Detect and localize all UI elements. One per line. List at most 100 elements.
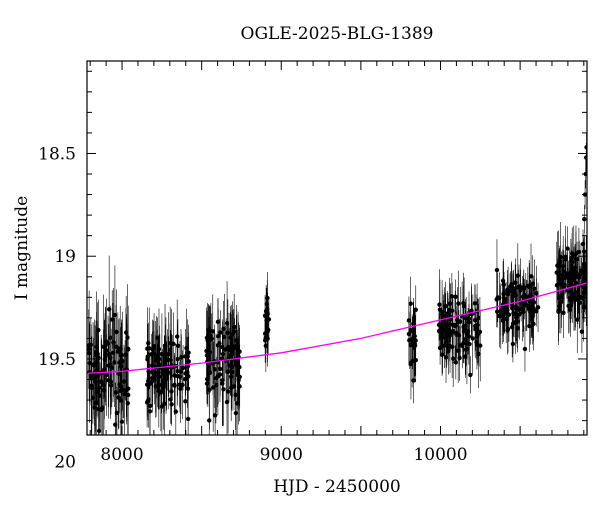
data-point	[581, 249, 587, 254]
data-point	[205, 376, 210, 382]
data-point	[225, 369, 231, 375]
data-point	[573, 257, 579, 262]
data-point	[184, 354, 189, 359]
plot-frame	[86, 60, 588, 436]
data-point	[474, 326, 480, 331]
data-point	[440, 329, 445, 335]
data-point	[510, 294, 516, 299]
data-point	[439, 352, 445, 357]
data-point	[512, 280, 518, 285]
data-point	[437, 302, 442, 307]
data-point	[262, 331, 268, 336]
data-point	[498, 313, 503, 319]
data-point	[560, 273, 565, 278]
data-point	[220, 351, 226, 357]
data-point	[109, 365, 115, 371]
data-point	[583, 286, 587, 292]
data-point	[217, 366, 223, 372]
data-point	[505, 287, 510, 293]
data-point	[233, 360, 238, 366]
data-point	[231, 384, 237, 389]
data-point	[476, 315, 481, 321]
data-point	[522, 346, 528, 352]
data-point	[119, 358, 124, 363]
data-point	[500, 278, 506, 283]
data-point	[584, 264, 587, 270]
data-point	[223, 347, 228, 352]
data-point	[505, 328, 510, 333]
data-point	[226, 355, 232, 360]
data-point	[494, 267, 500, 273]
data-point	[574, 271, 579, 276]
data-point	[213, 376, 219, 381]
data-point	[102, 356, 108, 362]
data-point	[207, 387, 212, 392]
data-point	[206, 338, 212, 343]
data-point	[449, 294, 455, 299]
data-point	[408, 361, 414, 367]
data-point	[150, 363, 155, 368]
data-point	[156, 388, 162, 394]
data-point	[447, 307, 452, 313]
data-point	[183, 399, 188, 404]
data-point	[408, 327, 413, 333]
data-point	[87, 360, 92, 366]
data-point	[178, 386, 183, 391]
data-point	[106, 378, 111, 383]
x-tick-label: 9000	[260, 445, 303, 465]
data-point	[106, 307, 112, 312]
data-point	[565, 246, 570, 251]
data-point	[510, 341, 516, 347]
data-point	[180, 365, 186, 370]
data-point	[153, 384, 158, 389]
data-point	[561, 310, 566, 316]
data-point	[207, 370, 213, 375]
data-point	[413, 307, 418, 312]
data-point	[521, 294, 526, 300]
data-point	[162, 358, 168, 364]
data-point	[535, 305, 541, 310]
y-tick-label: 20	[54, 453, 76, 473]
model-curve	[87, 282, 587, 375]
data-point	[228, 346, 233, 351]
data-point	[234, 401, 240, 406]
data-point	[99, 407, 104, 413]
data-point	[101, 388, 107, 393]
data-point	[110, 350, 116, 355]
data-point	[450, 330, 455, 335]
data-point	[582, 217, 587, 222]
data-point	[265, 306, 270, 312]
data-point	[447, 343, 453, 349]
data-point	[152, 377, 157, 382]
data-point	[564, 271, 570, 276]
x-tick-label: 8000	[100, 445, 143, 465]
data-point	[411, 321, 416, 327]
data-point	[518, 288, 523, 293]
data-point	[218, 330, 223, 335]
data-point	[231, 329, 237, 334]
data-point	[516, 307, 521, 312]
data-point	[231, 324, 237, 330]
data-point	[122, 392, 127, 397]
data-point	[456, 301, 461, 306]
data-point	[96, 355, 101, 361]
data-point	[470, 336, 475, 341]
data-point	[556, 307, 562, 313]
data-point	[439, 309, 445, 315]
data-point	[178, 369, 184, 374]
data-point	[411, 378, 416, 383]
data-point	[175, 343, 181, 349]
data-point	[126, 386, 131, 391]
data-point	[102, 367, 107, 372]
data-point	[515, 326, 520, 331]
data-point	[584, 145, 587, 150]
data-point	[577, 294, 583, 300]
data-point	[573, 297, 578, 303]
data-point	[468, 372, 473, 378]
data-point	[204, 348, 209, 354]
data-point	[466, 320, 472, 325]
data-point	[96, 428, 102, 434]
data-point	[106, 363, 111, 368]
data-point	[511, 311, 517, 316]
data-point	[123, 352, 129, 357]
